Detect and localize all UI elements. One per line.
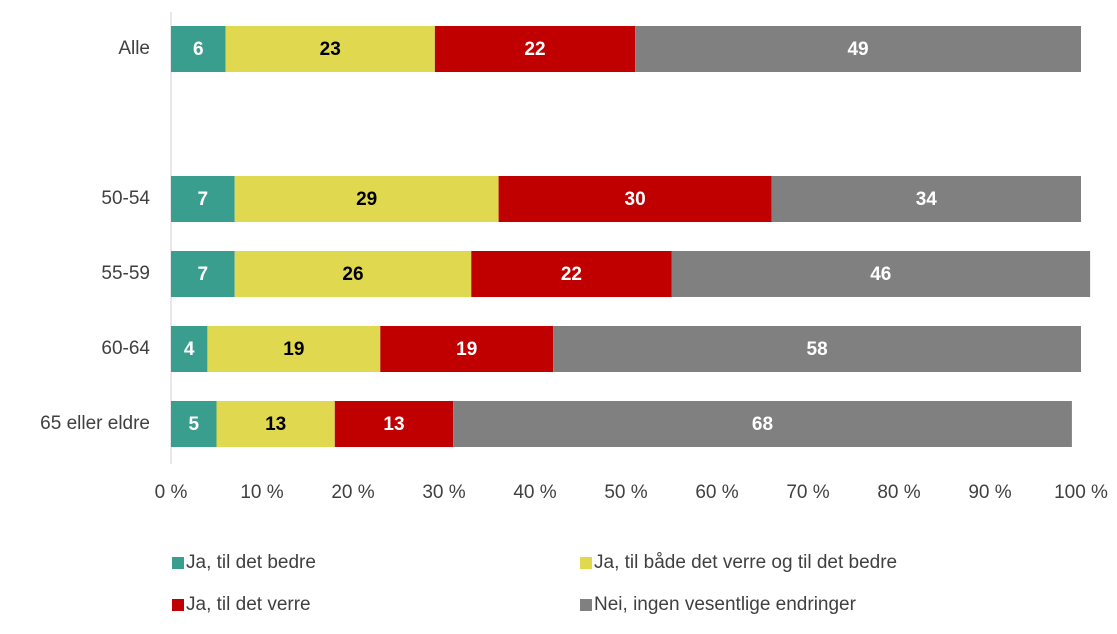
data-label: 7 [198, 189, 209, 210]
bar-segment [671, 251, 1091, 297]
data-label: 4 [184, 339, 195, 360]
data-label: 22 [524, 39, 545, 60]
bar-segment [234, 176, 499, 222]
bar-segment [498, 176, 772, 222]
data-label: 49 [847, 39, 868, 60]
data-label: 19 [283, 339, 304, 360]
data-label: 46 [870, 264, 891, 285]
bar-segment [471, 251, 672, 297]
data-label: 58 [807, 339, 828, 360]
x-tick-label: 20 % [331, 482, 374, 503]
bar-segment [234, 251, 472, 297]
data-label: 13 [383, 414, 404, 435]
bar-segment [171, 26, 226, 72]
bar-segment [771, 176, 1081, 222]
bar-segment [434, 26, 636, 72]
x-tick-label: 70 % [786, 482, 829, 503]
data-label: 26 [342, 264, 363, 285]
data-label: 7 [198, 264, 209, 285]
y-tick-label: 55-59 [101, 263, 150, 284]
legend-label: Ja, til både det verre og til det bedre [594, 552, 897, 573]
x-tick-label: 60 % [695, 482, 738, 503]
x-tick-label: 90 % [968, 482, 1011, 503]
x-tick-label: 80 % [877, 482, 920, 503]
legend-label: Ja, til det verre [186, 594, 311, 615]
bar-segment [216, 401, 335, 447]
bar-segment [334, 401, 454, 447]
bar-segment [171, 176, 235, 222]
y-tick-label: 50-54 [101, 188, 150, 209]
data-label: 5 [188, 414, 199, 435]
y-tick-label: 60-64 [101, 338, 150, 359]
bar-segment [171, 251, 235, 297]
data-label: 30 [625, 189, 646, 210]
x-tick-label: 50 % [604, 482, 647, 503]
bar-segment [171, 401, 217, 447]
data-label: 6 [193, 39, 204, 60]
legend-swatch [172, 599, 184, 611]
bar-segment [380, 326, 554, 372]
bar-segment [171, 326, 208, 372]
bar-segment [453, 401, 1072, 447]
legend-swatch [580, 599, 592, 611]
x-tick-label: 30 % [422, 482, 465, 503]
legend-swatch [172, 557, 184, 569]
data-label: 13 [265, 414, 286, 435]
y-tick-label: Alle [118, 38, 150, 59]
data-label: 34 [916, 189, 938, 210]
y-tick-label: 65 eller eldre [40, 413, 150, 434]
x-tick-label: 10 % [240, 482, 283, 503]
bar-segment [635, 26, 1081, 72]
bar-segment [225, 26, 435, 72]
data-label: 68 [752, 414, 773, 435]
data-label: 22 [561, 264, 582, 285]
data-label: 23 [320, 39, 341, 60]
x-tick-label: 0 % [155, 482, 188, 503]
data-label: 29 [356, 189, 377, 210]
bar-segment [207, 326, 381, 372]
bar-segment [553, 326, 1081, 372]
x-tick-label: 40 % [513, 482, 556, 503]
x-tick-label: 100 % [1054, 482, 1108, 503]
legend-label: Ja, til det bedre [186, 552, 316, 573]
legend-swatch [580, 557, 592, 569]
legend-label: Nei, ingen vesentlige endringer [594, 594, 857, 615]
data-label: 19 [456, 339, 477, 360]
